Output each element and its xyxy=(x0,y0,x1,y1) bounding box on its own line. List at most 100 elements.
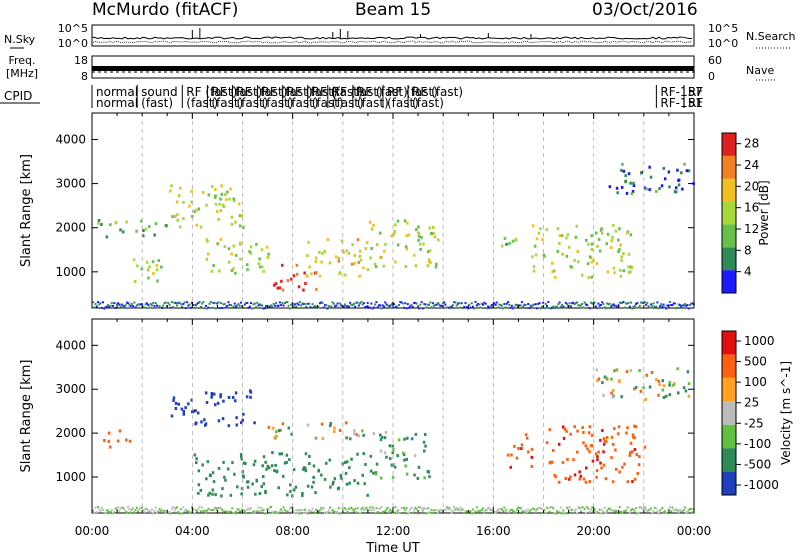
velocity-near-range-cell xyxy=(297,509,300,512)
power-near-range-cell xyxy=(235,305,237,308)
velocity-data-cell xyxy=(353,432,356,436)
power-near-range-cell xyxy=(211,306,214,309)
power-near-range-cell xyxy=(615,304,617,307)
power-data-cell xyxy=(350,262,354,266)
power-near-range-cell xyxy=(262,307,265,310)
velocity-near-range-cell xyxy=(672,509,675,512)
power-near-range-cell xyxy=(483,301,486,304)
velocity-near-range-cell xyxy=(375,507,378,510)
velocity-near-range-cell xyxy=(582,506,585,509)
velocity-data-cell xyxy=(406,436,409,440)
velocity-data-cell xyxy=(369,454,372,458)
power-data-cell xyxy=(681,187,684,191)
power-data-cell xyxy=(337,259,341,263)
velocity-near-range-cell xyxy=(684,506,686,509)
velocity-near-range-cell xyxy=(458,509,461,512)
velocity-near-range-cell xyxy=(493,511,496,513)
power-near-range-cell xyxy=(411,306,414,308)
velocity-near-range-cell xyxy=(443,508,446,511)
velocity-data-cell xyxy=(582,431,585,434)
power-data-cell xyxy=(632,184,636,187)
velocity-near-range-cell xyxy=(404,509,407,512)
power-data-cell xyxy=(239,241,242,245)
velocity-near-range-cell xyxy=(366,508,369,511)
power-data-cell xyxy=(558,234,562,238)
power-data-cell xyxy=(374,265,378,269)
power-near-range-cell xyxy=(378,304,380,307)
velocity-data-cell xyxy=(587,431,591,435)
power-data-cell xyxy=(405,247,409,251)
power-data-cell xyxy=(190,189,193,193)
power-near-range-cell xyxy=(469,306,472,309)
velocity-data-cell xyxy=(668,383,671,387)
velocity-near-range-cell xyxy=(681,510,684,513)
power-near-range-cell xyxy=(528,307,531,310)
velocity-data-cell xyxy=(526,436,529,440)
power-near-range-cell xyxy=(430,306,433,309)
velocity-near-range-cell xyxy=(330,511,333,514)
power-data-cell xyxy=(105,235,109,239)
cpid-bottom-entry: normal xyxy=(96,96,138,110)
velocity-data-cell xyxy=(374,472,378,476)
power-data-cell xyxy=(230,252,233,256)
power-near-range-cell xyxy=(534,303,537,306)
power-data-cell xyxy=(615,186,619,190)
power-near-range-cell xyxy=(616,306,619,309)
power-near-range-cell xyxy=(150,304,153,307)
power-near-range-cell xyxy=(224,306,227,309)
velocity-near-range-cell xyxy=(233,512,236,515)
power-data-cell xyxy=(205,257,209,261)
velocity-near-range-cell xyxy=(451,509,454,512)
velocity-near-range-cell xyxy=(631,508,634,511)
velocity-near-range-cell xyxy=(559,506,562,509)
power-near-range-cell xyxy=(189,306,192,309)
velocity-near-range-cell xyxy=(305,511,308,514)
cpid-bottom-entry: (fast) xyxy=(211,96,243,110)
velocity-near-range-cell xyxy=(237,508,240,511)
velocity-near-range-cell xyxy=(671,506,674,509)
velocity-data-cell xyxy=(687,382,691,386)
velocity-data-cell xyxy=(393,465,397,469)
velocity-data-cell xyxy=(414,432,418,436)
power-near-range-cell xyxy=(645,303,648,306)
power-near-range-cell xyxy=(588,307,591,310)
power-colorbar-label: 24 xyxy=(744,158,759,172)
velocity-data-cell xyxy=(643,445,647,449)
velocity-near-range-cell xyxy=(162,509,165,512)
velocity-data-cell xyxy=(357,434,361,438)
velocity-near-range-cell xyxy=(331,509,334,512)
velocity-near-range-cell xyxy=(158,508,161,511)
power-data-cell xyxy=(230,269,234,272)
power-near-range-cell xyxy=(647,305,650,308)
power-data-cell xyxy=(240,214,244,218)
power-near-range-cell xyxy=(202,301,205,303)
power-data-cell xyxy=(535,237,539,241)
power-near-range-cell xyxy=(256,301,259,304)
cpid-bottom-entry: (fast) xyxy=(262,96,294,110)
velocity-data-cell xyxy=(617,425,621,429)
velocity-near-range-cell xyxy=(365,506,368,509)
power-near-range-cell xyxy=(233,302,236,305)
power-near-range-cell xyxy=(653,305,656,308)
power-near-range-cell xyxy=(296,302,299,305)
power-data-cell xyxy=(217,217,220,221)
power-near-range-cell xyxy=(601,301,604,304)
velocity-near-range-cell xyxy=(494,511,497,514)
power-near-range-cell xyxy=(650,303,653,306)
velocity-near-range-cell xyxy=(332,510,335,513)
velocity-data-cell xyxy=(197,469,201,473)
power-data-cell xyxy=(514,237,517,241)
velocity-data-cell xyxy=(602,442,606,446)
power-data-cell xyxy=(205,238,209,242)
velocity-data-cell xyxy=(222,460,225,464)
velocity-near-range-cell xyxy=(371,506,374,509)
velocity-data-cell xyxy=(527,450,530,454)
power-near-range-cell xyxy=(612,303,615,306)
velocity-near-range-cell xyxy=(676,509,679,512)
velocity-data-cell xyxy=(629,451,632,455)
velocity-data-cell xyxy=(227,396,231,399)
power-data-cell xyxy=(645,187,648,191)
velocity-data-cell xyxy=(383,436,387,440)
power-near-range-cell xyxy=(618,301,621,304)
velocity-data-cell xyxy=(282,474,285,478)
